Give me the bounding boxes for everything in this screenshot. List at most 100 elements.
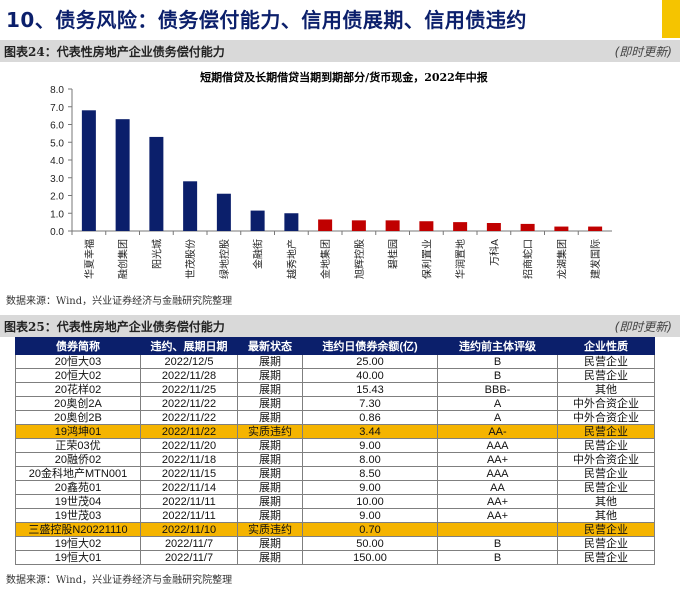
ownership-cell: 民营企业 [557,424,655,439]
rating-cell: B [437,550,558,565]
status-cell: 展期 [237,550,303,565]
date-cell: 2022/11/10 [140,522,238,537]
column-header-date: 违约、展期日期 [140,337,238,355]
bond-default-table: 债券简称 违约、展期日期 最新状态 违约日债券余额(亿) 违约前主体评级 企业性… [15,337,655,565]
status-cell: 展期 [237,480,303,495]
x-category-label: 越秀地产 [285,239,298,279]
ownership-cell: 民营企业 [557,536,655,551]
ownership-cell: 其他 [557,382,655,397]
y-tick-label: 1.0 [50,209,64,220]
table-row: 20花样02 2022/11/25 展期 15.43 BBB- 其他 [15,382,655,397]
ownership-cell: 民营企业 [557,354,655,369]
rating-cell: AAA [437,438,558,453]
date-cell: 2022/11/22 [140,424,238,439]
figure25-title: 图表25：代表性房地产企业债务偿付能力 [4,320,225,334]
ownership-cell: 民营企业 [557,466,655,481]
rating-cell: AA [437,480,558,495]
balance-cell: 9.00 [302,508,438,523]
status-cell: 实质违约 [237,522,303,537]
date-cell: 2022/11/28 [140,368,238,383]
status-cell: 展期 [237,508,303,523]
y-tick-label: 3.0 [50,174,64,185]
ownership-cell: 民营企业 [557,368,655,383]
table-row: 19恒大01 2022/11/7 展期 150.00 B 民营企业 [15,550,655,565]
rating-cell: AA+ [437,452,558,467]
figure25-title-bar: 图表25：代表性房地产企业债务偿付能力 (即时更新) [0,315,680,337]
table-row: 20恒大02 2022/11/28 展期 40.00 B 民营企业 [15,368,655,383]
column-header-status: 最新状态 [237,337,303,355]
x-category-label: 绿地控股 [218,239,231,279]
bar [351,220,366,231]
x-category-label: 万科A [488,239,501,266]
bond-name-cell: 19世茂03 [15,508,141,523]
x-category-label: 金融街 [252,239,265,269]
balance-cell: 8.00 [302,452,438,467]
date-cell: 2022/11/7 [140,550,238,565]
y-tick-label: 7.0 [50,103,64,114]
bar [115,119,130,231]
figure24-title: 图表24：代表性房地产企业债务偿付能力 [4,45,225,59]
table-row: 20恒大03 2022/12/5 展期 25.00 B 民营企业 [15,354,655,369]
table-row: 20金科地产MTN001 2022/11/15 展期 8.50 AAA 民营企业 [15,466,655,481]
x-category-label: 华夏幸福 [83,239,96,279]
figure24-update-label: (即时更新) [614,45,672,59]
status-cell: 展期 [237,466,303,481]
balance-cell: 7.30 [302,396,438,411]
bond-name-cell: 19世茂04 [15,494,141,509]
bond-name-cell: 20金科地产MTN001 [15,466,141,481]
chart-title: 短期借贷及长期借贷当期到期部分/货币现金，2022年中报 [200,70,489,84]
rating-cell: B [437,368,558,383]
ownership-cell: 其他 [557,494,655,509]
date-cell: 2022/11/15 [140,466,238,481]
bond-name-cell: 20鑫苑01 [15,480,141,495]
table-row: 三盛控股N20221110 2022/11/10 实质违约 0.70 民营企业 [15,522,655,537]
table-row: 20鑫苑01 2022/11/14 展期 9.00 AA 民营企业 [15,480,655,495]
ownership-cell: 民营企业 [557,522,655,537]
page-header: 10、债务风险：债务偿付能力、信用债展期、信用债违约 [0,0,680,38]
date-cell: 2022/11/11 [140,494,238,509]
y-tick-label: 8.0 [50,85,64,96]
ownership-cell: 中外合资企业 [557,452,655,467]
x-category-label: 阳光城 [150,239,163,269]
status-cell: 展期 [237,354,303,369]
y-tick-label: 5.0 [50,138,64,149]
y-tick-label: 6.0 [50,121,64,132]
balance-cell: 25.00 [302,354,438,369]
table-row: 20奥创2B 2022/11/22 展期 0.86 A 中外合资企业 [15,410,655,425]
ownership-cell: 民营企业 [557,480,655,495]
y-tick-label: 4.0 [50,156,64,167]
bar [554,226,569,231]
ownership-cell: 中外合资企业 [557,396,655,411]
x-category-label: 旭辉控股 [353,239,366,279]
balance-cell: 50.00 [302,536,438,551]
balance-cell: 9.00 [302,480,438,495]
bar [453,222,468,231]
x-category-label: 龙湖集团 [555,239,568,279]
column-header-rating: 违约前主体评级 [437,337,558,355]
balance-cell: 40.00 [302,368,438,383]
bar [216,193,231,231]
status-cell: 展期 [237,410,303,425]
status-cell: 展期 [237,396,303,411]
bond-name-cell: 20花样02 [15,382,141,397]
figure24-title-bar: 图表24：代表性房地产企业债务偿付能力 (即时更新) [0,40,680,62]
figure25-source: 数据来源：Wind，兴业证券经济与金融研究院整理 [6,575,233,586]
bar [486,223,501,231]
table-row: 19恒大02 2022/11/7 展期 50.00 B 民营企业 [15,536,655,551]
status-cell: 展期 [237,452,303,467]
column-header-bond-name: 债券简称 [15,337,141,355]
date-cell: 2022/11/25 [140,382,238,397]
x-category-label: 华润置地 [454,239,467,279]
bond-name-cell: 20恒大02 [15,368,141,383]
table-row: 19鸿坤01 2022/11/22 实质违约 3.44 AA- 民营企业 [15,424,655,439]
status-cell: 展期 [237,536,303,551]
status-cell: 展期 [237,368,303,383]
balance-cell: 3.44 [302,424,438,439]
figure24-source: 数据来源：Wind，兴业证券经济与金融研究院整理 [6,296,233,307]
status-cell: 实质违约 [237,424,303,439]
bar [81,110,96,231]
balance-cell: 10.00 [302,494,438,509]
bond-name-cell: 20融侨02 [15,452,141,467]
figure25-update-label: (即时更新) [614,320,672,334]
status-cell: 展期 [237,382,303,397]
